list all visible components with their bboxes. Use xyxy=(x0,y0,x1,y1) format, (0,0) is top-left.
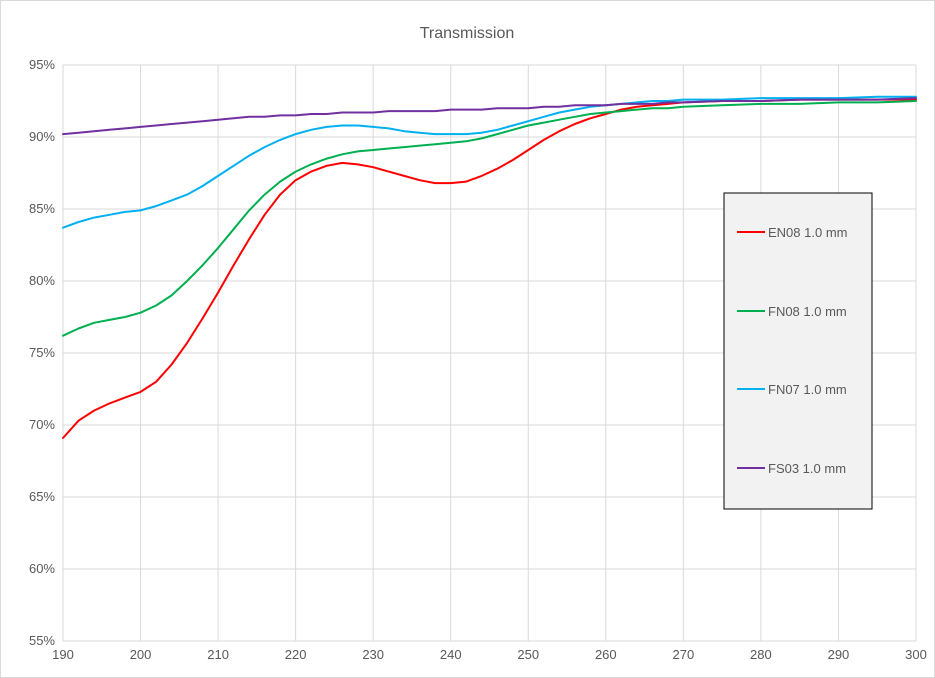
y-tick-label: 85% xyxy=(29,201,55,216)
x-tick-label: 300 xyxy=(905,647,927,662)
x-tick-label: 210 xyxy=(207,647,229,662)
legend-box xyxy=(723,192,873,510)
series-line xyxy=(62,98,917,439)
x-tick-label: 250 xyxy=(517,647,539,662)
legend: EN08 1.0 mm FN08 1.0 mm FN07 1.0 mm FS03 1.… xyxy=(723,192,873,510)
plot-series xyxy=(62,95,917,439)
x-tick-label: 200 xyxy=(130,647,152,662)
legend-entry-label: EN08 1.0 mm xyxy=(768,225,847,240)
x-tick-label: 270 xyxy=(673,647,695,662)
legend-entry-label: FN08 1.0 mm xyxy=(768,304,847,319)
x-tick-label: 280 xyxy=(750,647,772,662)
x-tick-label: 190 xyxy=(52,647,74,662)
y-tick-label: 65% xyxy=(29,489,55,504)
legend-entry-label: FN07 1.0 mm xyxy=(768,382,847,397)
legend-entry-label: FS03 1.0 mm xyxy=(768,461,846,476)
series-line xyxy=(62,97,917,136)
y-axis-tick-labels: 55% 60% 65% 70% 75% 80% 85% 90% 95% xyxy=(29,57,55,648)
y-tick-label: 95% xyxy=(29,57,55,72)
gridlines xyxy=(62,64,917,642)
y-tick-label: 80% xyxy=(29,273,55,288)
series-line xyxy=(62,95,917,229)
y-tick-label: 75% xyxy=(29,345,55,360)
y-tick-label: 60% xyxy=(29,561,55,576)
x-tick-label: 240 xyxy=(440,647,462,662)
y-tick-label: 90% xyxy=(29,129,55,144)
x-tick-label: 230 xyxy=(362,647,384,662)
x-axis-tick-labels: 190 200 210 220 230 240 250 260 270 280 290 300 xyxy=(52,647,927,662)
x-tick-label: 290 xyxy=(828,647,850,662)
y-tick-label: 70% xyxy=(29,417,55,432)
y-tick-label: 55% xyxy=(29,633,55,648)
chart-title: Transmission xyxy=(420,25,515,42)
x-tick-label: 220 xyxy=(285,647,307,662)
x-tick-label: 260 xyxy=(595,647,617,662)
series-line xyxy=(62,100,917,337)
